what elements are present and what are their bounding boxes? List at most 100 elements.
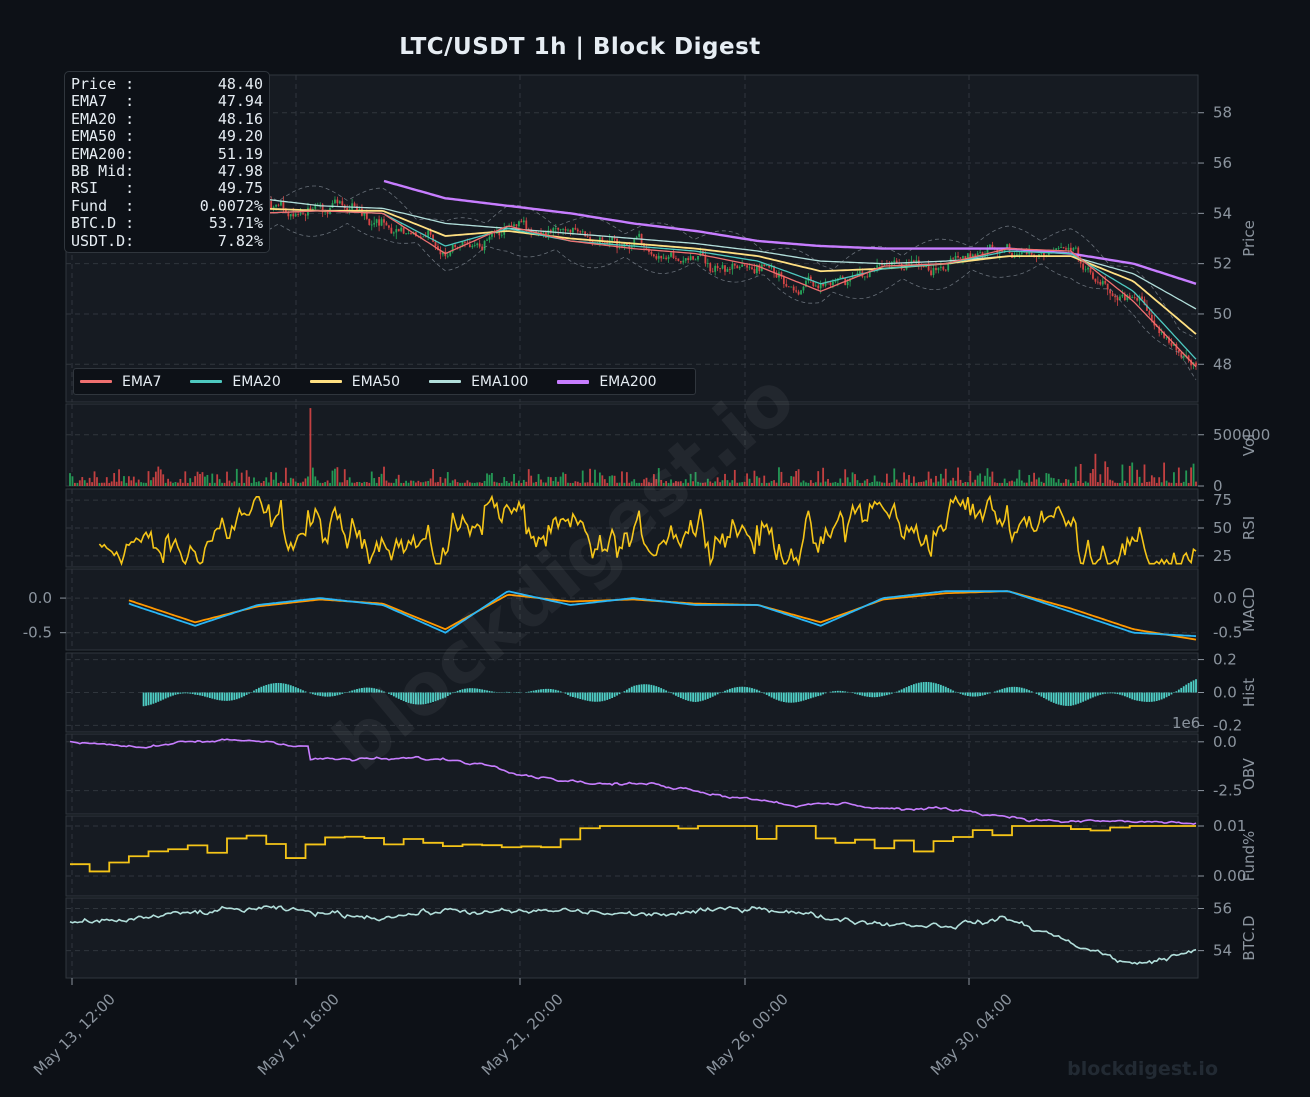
candle-body — [927, 264, 930, 271]
volume-bar — [770, 481, 773, 486]
volume-bar — [466, 480, 469, 486]
info-value: 48.40 — [217, 75, 263, 93]
volume-bar — [694, 472, 697, 486]
candle-body — [321, 204, 324, 213]
candle-body — [282, 200, 285, 210]
candle-body — [616, 238, 618, 249]
volume-bar — [154, 471, 157, 486]
volume-bar — [581, 470, 584, 486]
volume-bar — [1069, 482, 1072, 486]
hist-bar — [186, 692, 189, 694]
y-tick-label: 54 — [1213, 942, 1232, 960]
panel-frame — [65, 403, 1199, 487]
volume-bar — [422, 482, 425, 486]
candle-body — [1099, 281, 1102, 285]
hist-bar — [483, 689, 486, 693]
volume-bar — [1150, 475, 1153, 486]
hist-bar — [554, 689, 557, 693]
candle-body — [1173, 344, 1175, 346]
volume-bar — [611, 475, 614, 486]
volume-bar — [630, 481, 633, 486]
volume-bar — [238, 482, 241, 486]
volume-bar — [508, 482, 511, 486]
hist-bar — [535, 690, 538, 693]
volume-bar — [861, 482, 864, 486]
volume-bar — [802, 480, 805, 486]
hist-bar — [240, 692, 243, 698]
volume-bar — [711, 482, 714, 486]
hist-bar — [905, 687, 908, 693]
candle-body — [1087, 267, 1089, 270]
volume-bar — [807, 482, 810, 486]
volume-bar — [233, 481, 236, 486]
candle-body — [562, 229, 564, 230]
candle-body — [1126, 295, 1129, 300]
volume-bar — [314, 476, 317, 486]
candle-body — [817, 285, 820, 289]
volume-bar — [675, 481, 677, 486]
hist-bar — [682, 692, 685, 700]
candle-body — [1121, 294, 1124, 297]
candle-body — [611, 236, 614, 241]
volume-bar — [375, 482, 378, 486]
candle-body — [451, 244, 454, 252]
hist-bar — [248, 692, 250, 694]
volume-bar — [1057, 479, 1060, 486]
candle-body — [606, 241, 609, 245]
candle-body — [1006, 244, 1009, 250]
volume-bar — [130, 480, 133, 486]
y-tick-label: 50 — [1213, 305, 1232, 323]
volume-bar — [1077, 480, 1080, 486]
volume-bar — [672, 482, 675, 486]
volume-bar — [427, 480, 430, 486]
hist-bar — [856, 692, 859, 695]
hist-bar — [473, 688, 476, 693]
volume-bar — [513, 473, 515, 486]
candle-body — [1069, 247, 1072, 251]
volume-bar — [628, 482, 631, 486]
panel-macd: -0.50.0-0.50.0 MACD — [23, 568, 1258, 651]
volume-bar — [329, 482, 331, 486]
hist-bar — [594, 692, 596, 702]
hist-bar — [660, 688, 663, 693]
candle-body — [424, 236, 427, 238]
candle-body — [314, 205, 317, 209]
volume-bar — [417, 480, 420, 486]
candle-body — [974, 254, 977, 256]
candle-body — [672, 252, 675, 258]
hist-bar — [390, 692, 393, 696]
candle-body — [964, 255, 967, 259]
volume-bar — [898, 482, 901, 486]
hist-bar — [652, 685, 655, 693]
volume-bar — [571, 482, 574, 486]
candle-body — [758, 264, 761, 272]
volume-bar — [949, 480, 952, 486]
candle-body — [667, 256, 670, 259]
hist-bar — [557, 690, 560, 693]
candle-body — [824, 281, 827, 286]
hist-bar — [1141, 692, 1143, 702]
volume-bar — [667, 482, 670, 486]
candle-body — [797, 291, 800, 295]
hist-bar — [361, 688, 363, 693]
candle-body — [473, 245, 476, 246]
hist-bar — [692, 692, 695, 702]
volume-bar — [324, 482, 327, 486]
hist-bar — [721, 691, 724, 693]
volume-bar — [819, 482, 822, 486]
volume-bar — [326, 480, 329, 486]
hist-bar — [625, 689, 628, 693]
volume-bar — [731, 480, 734, 486]
volume-bar — [434, 482, 437, 486]
volume-bar — [598, 472, 601, 486]
hist-bar — [601, 692, 604, 702]
hist-bar — [1146, 692, 1148, 702]
volume-bar — [728, 482, 731, 486]
candle-body — [603, 241, 606, 243]
hist-bar — [302, 690, 304, 693]
hist-bar — [1074, 692, 1077, 705]
volume-bar — [132, 476, 135, 486]
candle-body — [675, 257, 677, 259]
candle-body — [351, 203, 354, 210]
